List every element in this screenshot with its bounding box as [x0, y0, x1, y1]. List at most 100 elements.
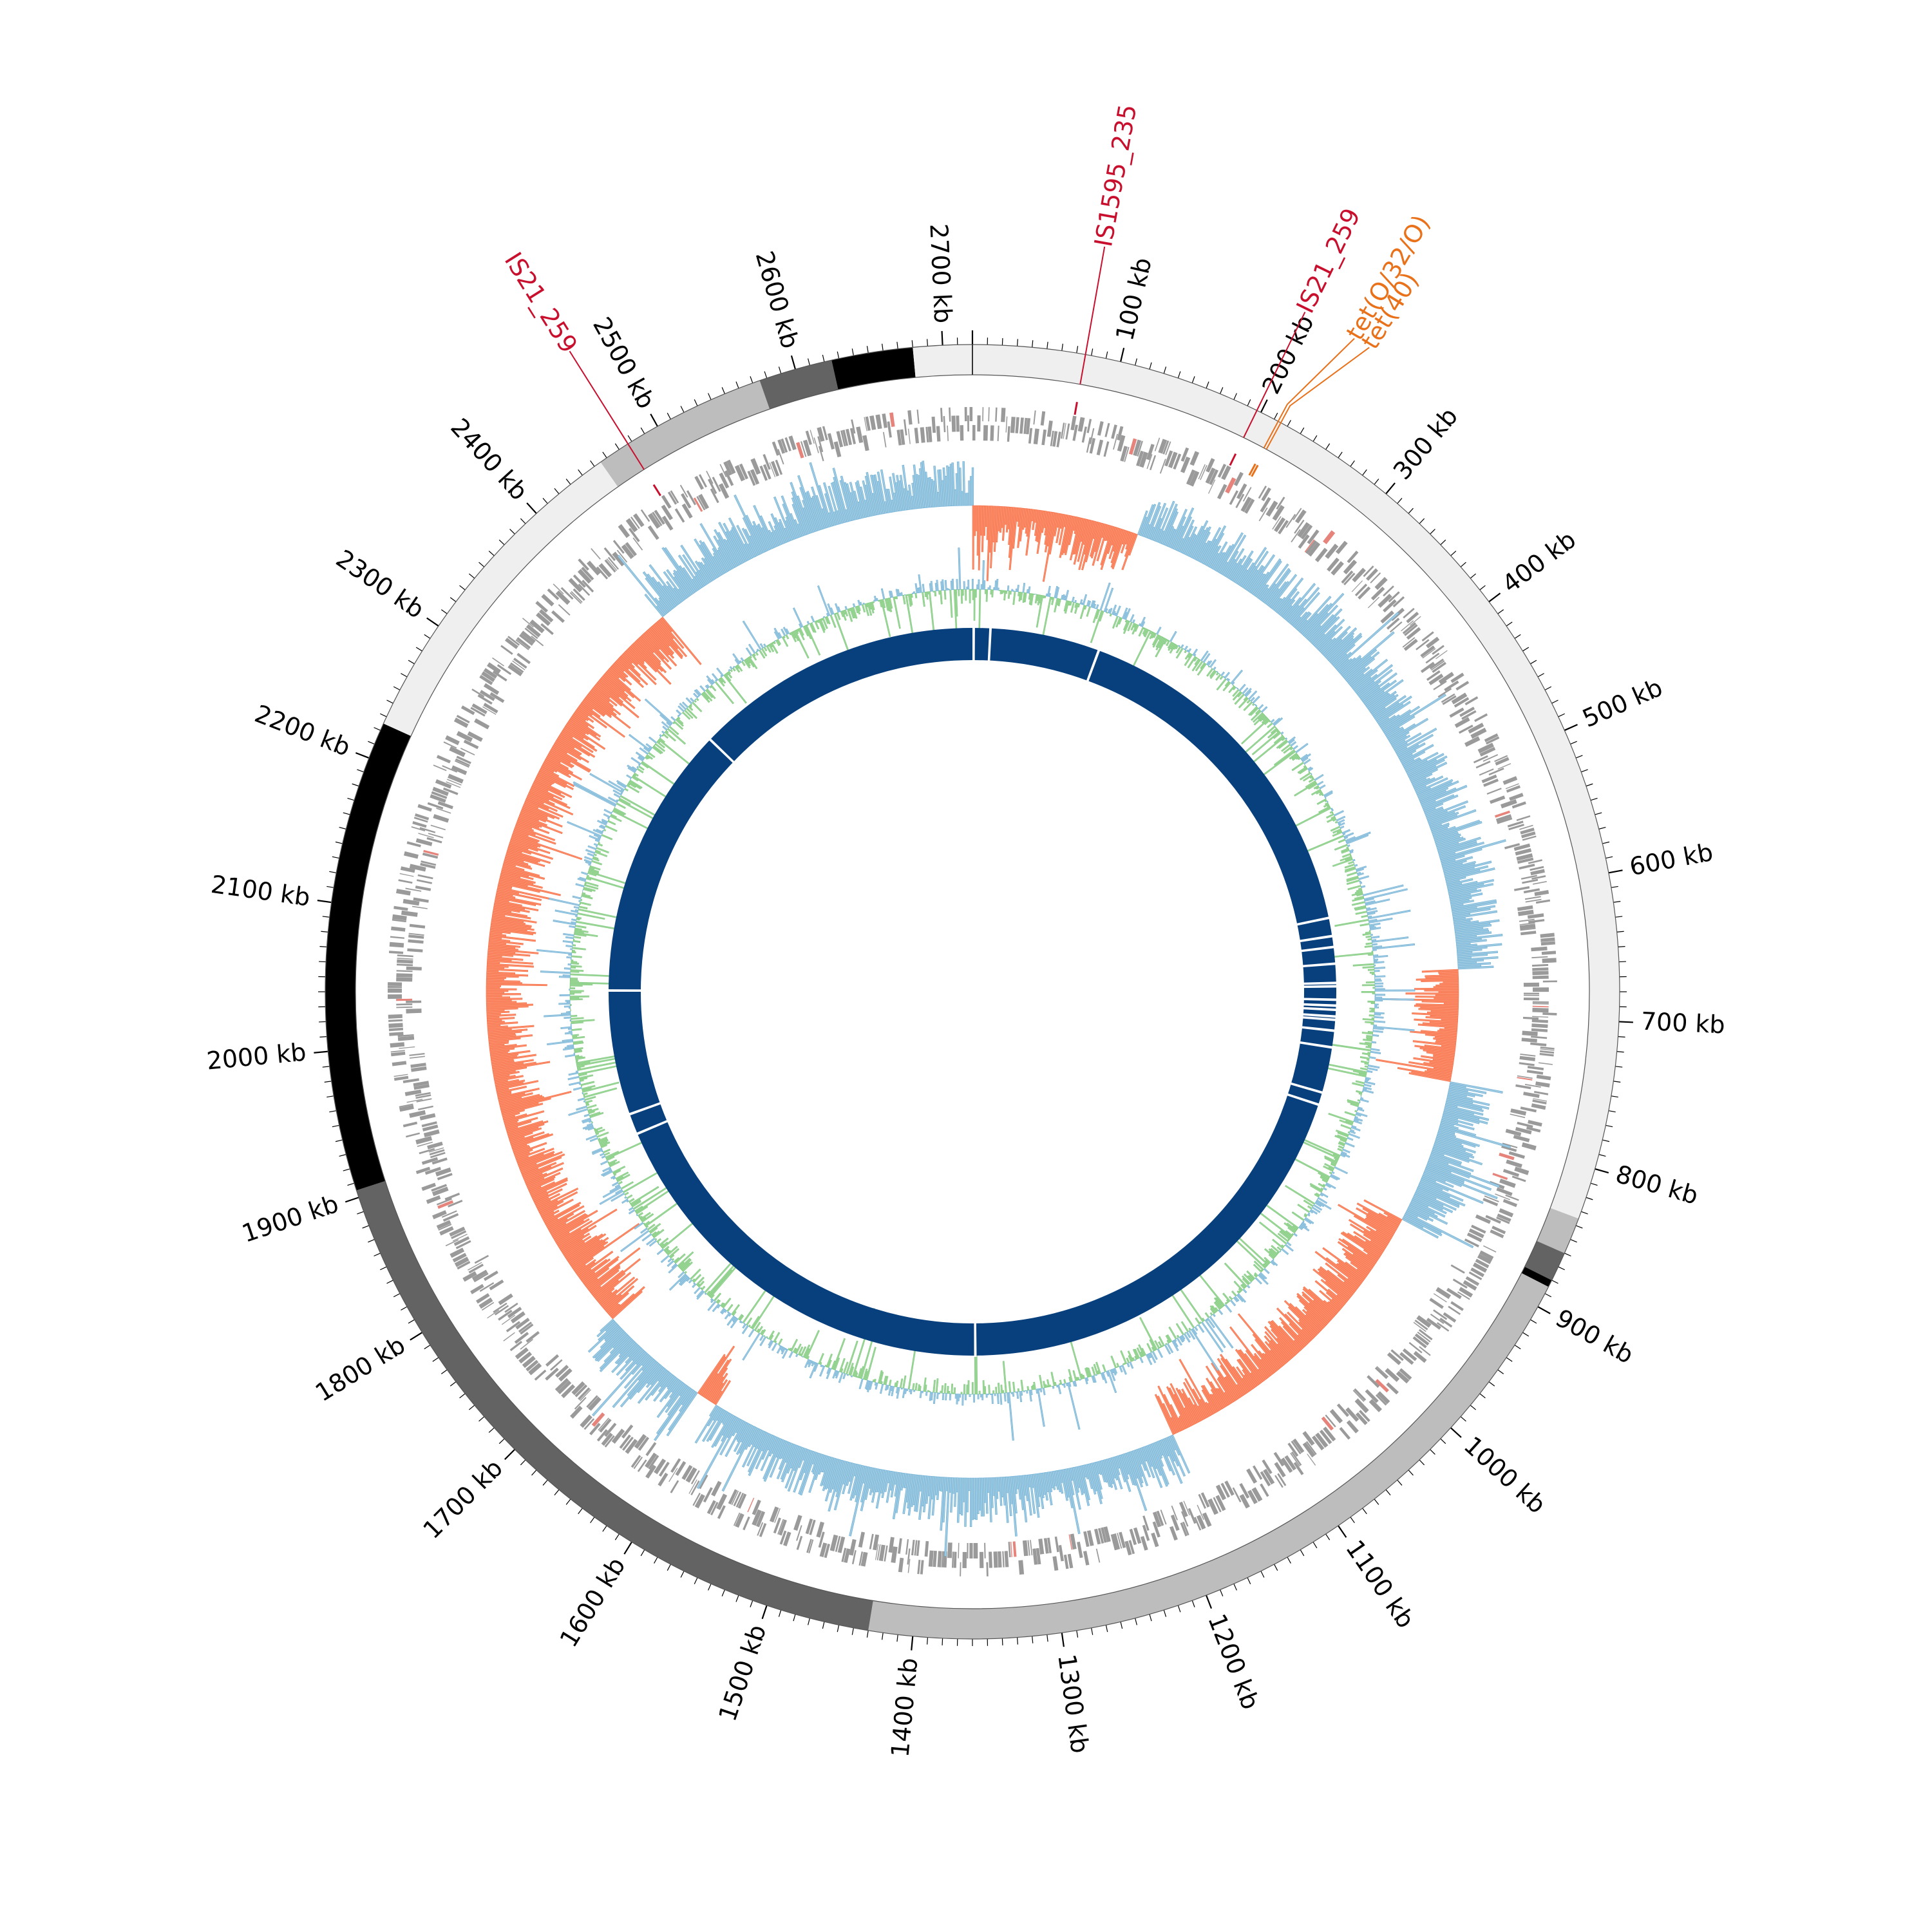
minor-tick: [401, 1306, 408, 1311]
minor-tick: [1177, 1605, 1181, 1613]
minor-tick: [1544, 686, 1552, 690]
minor-tick: [1247, 1577, 1251, 1584]
minor-tick: [614, 1533, 620, 1540]
core-genome-gap: [1286, 1093, 1320, 1106]
minor-tick: [322, 916, 330, 918]
minor-tick: [721, 1589, 725, 1596]
minor-tick: [1046, 1634, 1048, 1642]
minor-tick: [1374, 1499, 1379, 1505]
tick-layer: 100 kb 200 kb 300 kb 400 kb 500 kb 600 kb 700 …: [205, 223, 1726, 1758]
minor-tick: [1220, 387, 1224, 394]
minor-tick: [450, 1381, 457, 1387]
core-genome-gap: [1296, 916, 1331, 926]
gc-skew-ring: [486, 460, 1511, 1557]
minor-tick: [343, 1168, 350, 1171]
minor-tick: [1564, 1253, 1571, 1256]
minor-tick: [764, 371, 768, 379]
annotation-leader: [1243, 312, 1306, 438]
minor-tick: [1247, 399, 1251, 406]
minor-tick: [386, 699, 393, 704]
minor-tick: [694, 399, 698, 406]
contig-block: [1521, 1267, 1552, 1287]
minor-tick: [1419, 1459, 1425, 1466]
minor-tick: [1598, 827, 1606, 829]
minor-tick: [667, 412, 671, 420]
minor-tick: [1558, 713, 1565, 717]
core-genome-gap: [972, 626, 975, 661]
minor-tick: [1586, 1197, 1593, 1200]
minor-tick: [327, 886, 334, 888]
contig-block: [759, 360, 838, 410]
tick-label: 1400 kb: [886, 1656, 923, 1758]
minor-tick: [1570, 1239, 1577, 1243]
minor-tick: [822, 1622, 825, 1629]
minor-tick: [1032, 340, 1034, 348]
minor-tick: [1408, 1470, 1414, 1476]
minor-tick: [614, 443, 620, 450]
major-tick: [761, 1605, 768, 1620]
contig-ring: [325, 344, 1620, 1640]
minor-tick: [1362, 469, 1367, 476]
annotation-marker: [1251, 464, 1259, 477]
minor-tick: [1325, 1533, 1331, 1540]
core-genome-gap: [1302, 1013, 1337, 1018]
gc-content-ring: [536, 547, 1416, 1441]
minor-tick: [1091, 348, 1094, 356]
minor-tick: [680, 406, 685, 413]
core-genome-gap: [636, 1119, 669, 1135]
annotation-marker: [1248, 463, 1256, 476]
minor-tick: [590, 460, 595, 467]
minor-tick: [882, 343, 884, 351]
minor-tick: [1191, 1600, 1195, 1607]
minor-tick: [1397, 1479, 1403, 1486]
minor-tick: [1613, 1081, 1621, 1083]
minor-tick: [1105, 1625, 1108, 1633]
minor-tick: [432, 1357, 439, 1362]
major-tick: [317, 900, 332, 904]
minor-tick: [1460, 562, 1466, 567]
minor-tick: [343, 812, 350, 815]
minor-tick: [1608, 1110, 1616, 1113]
tick-label: 2700 kb: [924, 223, 957, 324]
major-tick: [1120, 348, 1125, 362]
gc-skew-positive: [587, 460, 1511, 1557]
minor-tick: [1135, 358, 1137, 366]
minor-tick: [735, 1595, 739, 1602]
minor-tick: [424, 634, 431, 639]
minor-tick: [750, 1600, 753, 1607]
minor-tick: [1506, 621, 1513, 627]
minor-tick: [357, 1211, 364, 1215]
minor-tick: [750, 376, 753, 383]
major-tick: [1488, 592, 1501, 603]
minor-tick: [1514, 634, 1521, 639]
minor-tick: [329, 1110, 337, 1113]
minor-tick: [1430, 1449, 1435, 1455]
minor-tick: [1350, 460, 1355, 467]
annotation-label: IS21_259: [1291, 204, 1366, 317]
minor-tick: [498, 1438, 505, 1444]
annotation-marker: [652, 484, 661, 497]
minor-tick: [680, 1571, 685, 1578]
minor-tick: [327, 1095, 334, 1098]
minor-tick: [1506, 1357, 1513, 1362]
minor-tick: [1470, 573, 1477, 579]
tick-label: 700 kb: [1640, 1007, 1726, 1039]
minor-tick: [339, 827, 346, 829]
tick-label: 1300 kb: [1052, 1653, 1094, 1756]
minor-tick: [520, 1459, 526, 1466]
tick-label: 500 kb: [1578, 673, 1667, 733]
tick-label: 2200 kb: [251, 699, 354, 762]
minor-tick: [911, 340, 913, 348]
major-tick: [1595, 1168, 1609, 1174]
core-genome-gap: [987, 627, 992, 662]
minor-tick: [1076, 1630, 1079, 1638]
minor-tick: [542, 498, 548, 504]
core-genome-ring: [607, 626, 1338, 1358]
core-genome-gap: [628, 1101, 662, 1116]
minor-tick: [459, 1393, 466, 1399]
minor-tick: [1046, 341, 1048, 349]
core-genome-gap: [1086, 649, 1101, 683]
minor-tick: [321, 931, 328, 933]
minor-tick: [1590, 797, 1598, 801]
minor-tick: [1479, 585, 1486, 591]
